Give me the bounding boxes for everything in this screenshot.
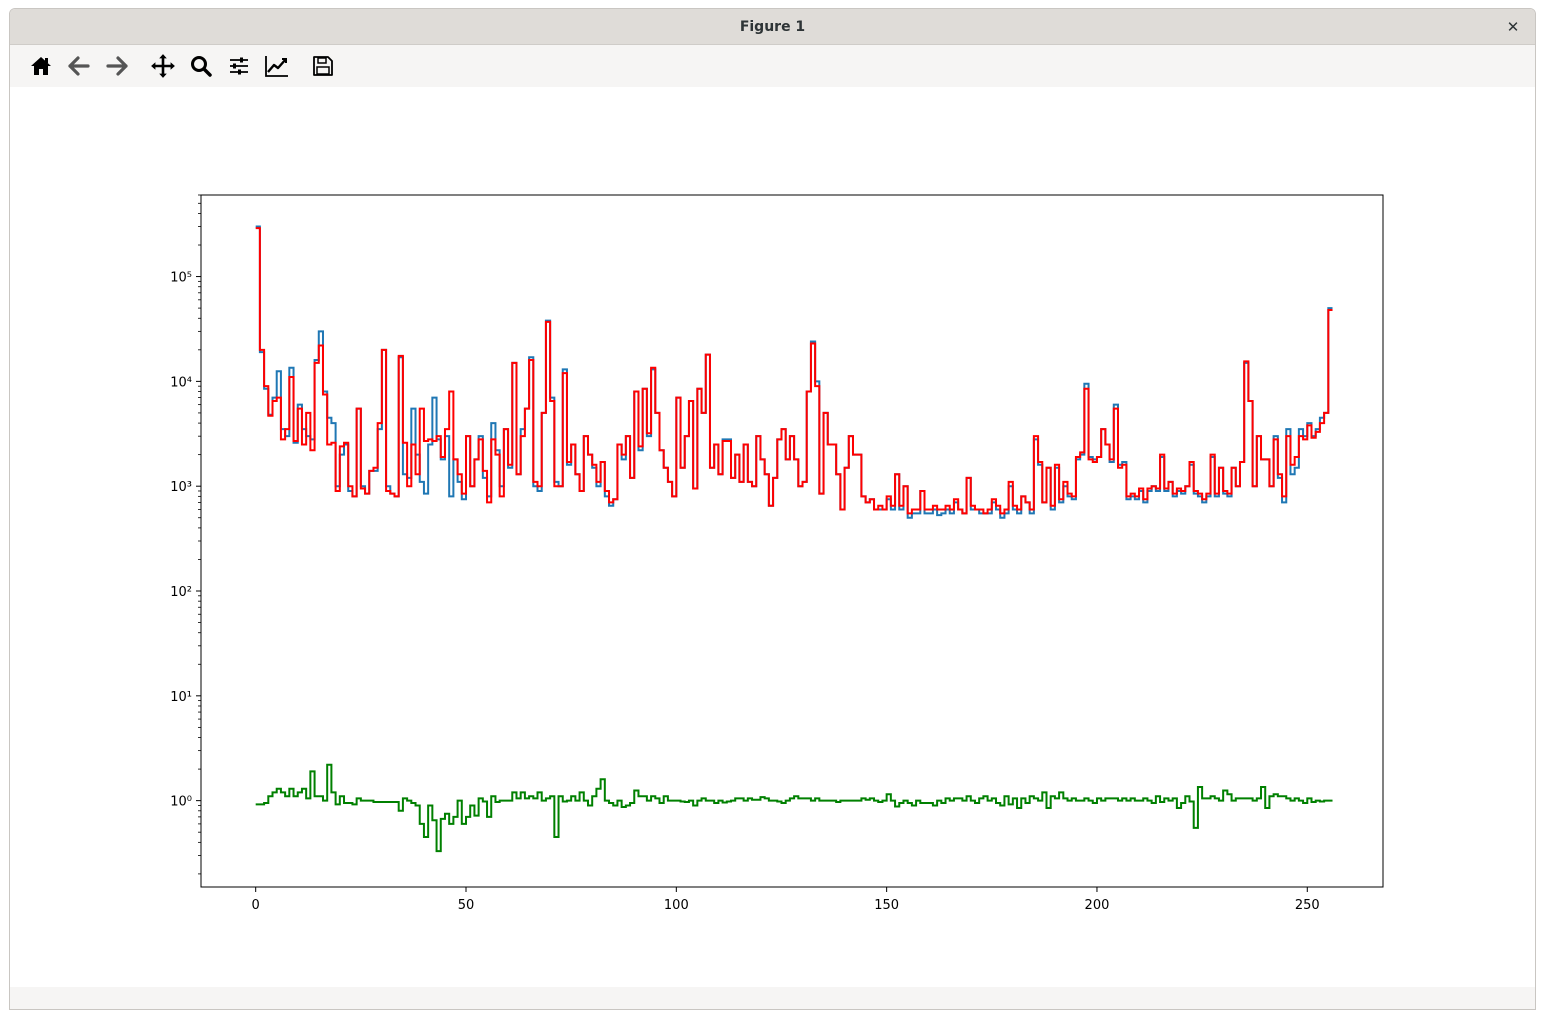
plot-area[interactable]: 0 50 100 150 200 250 10⁰ 10¹ 10² 10³ 10⁴ 10⁵: [10, 87, 1536, 989]
line-chart-icon: [265, 56, 288, 77]
series-line-2: [255, 763, 1333, 853]
y-tick-label: 10⁵: [170, 271, 192, 286]
move-icon: [151, 54, 175, 78]
back-button[interactable]: [64, 51, 94, 81]
edit-axis-button[interactable]: [262, 51, 292, 81]
home-icon: [31, 57, 51, 75]
arrow-right-icon: [106, 56, 128, 76]
figure-window: Figure 1 ✕: [9, 8, 1536, 1010]
y-tick-label: 10⁴: [170, 375, 192, 390]
x-tick-label: 0: [252, 898, 260, 913]
arrow-left-icon: [68, 56, 90, 76]
navigation-toolbar: [10, 45, 1535, 87]
sliders-icon: [230, 57, 248, 75]
series-line-1: [255, 227, 1333, 515]
y-tick-label: 10⁰: [170, 795, 192, 810]
floppy-disk-icon: [313, 56, 333, 76]
zoom-button[interactable]: [186, 51, 216, 81]
magnifier-icon: [191, 56, 212, 77]
home-button[interactable]: [26, 51, 56, 81]
y-tick-label: 10²: [170, 585, 192, 600]
axes-frame: [200, 194, 1384, 888]
x-tick-label: 250: [1295, 898, 1320, 913]
x-tick-label: 100: [664, 898, 689, 913]
figure-canvas[interactable]: 0 50 100 150 200 250 10⁰ 10¹ 10² 10³ 10⁴ 10⁵: [10, 87, 1535, 989]
y-tick-label: 10¹: [170, 690, 192, 705]
close-icon[interactable]: ✕: [1506, 18, 1520, 36]
title-bar: Figure 1 ✕: [10, 9, 1535, 45]
window-title: Figure 1: [739, 19, 806, 35]
save-button[interactable]: [308, 51, 338, 81]
pan-button[interactable]: [148, 51, 178, 81]
x-tick-label: 150: [874, 898, 899, 913]
x-tick-label: 50: [458, 898, 475, 913]
y-tick-label: 10³: [170, 480, 192, 495]
forward-button[interactable]: [102, 51, 132, 81]
configure-subplots-button[interactable]: [224, 51, 254, 81]
status-bar: [10, 987, 1535, 1009]
x-tick-label: 200: [1085, 898, 1110, 913]
